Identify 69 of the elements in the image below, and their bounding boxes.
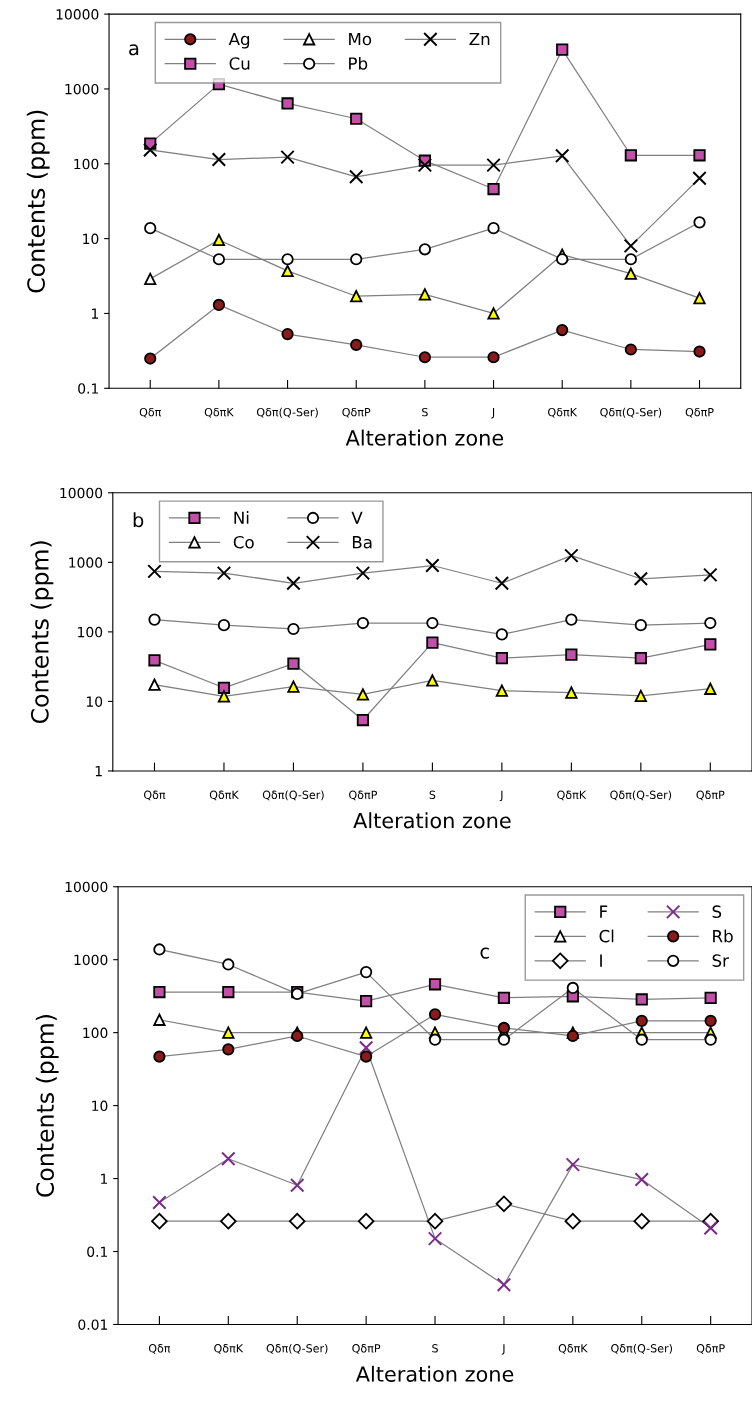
y-tick-label: 1000 <box>74 954 108 966</box>
y-tick-label: 0.1 <box>87 1246 108 1257</box>
y-tick-label: 0.01 <box>78 1319 108 1330</box>
y-axis-title: Contents (ppm) <box>30 541 54 724</box>
x-tick-label: QδπK <box>557 790 587 801</box>
x-tick-label: QδπP <box>349 790 378 801</box>
legend-label: Zn <box>469 32 490 46</box>
x-tick-label: QδπK <box>204 407 234 418</box>
x-tick-label: QδπK <box>209 790 239 801</box>
legend-label: Cu <box>229 57 250 70</box>
legend-label: Ni <box>234 511 249 524</box>
x-axis-title: Alteration zone <box>345 429 504 446</box>
y-tick-label: 1000 <box>65 83 99 95</box>
x-tick-label: QδπP <box>696 1344 725 1354</box>
y-tick-label: 10 <box>83 233 99 245</box>
y-tick-label: 100 <box>74 158 99 170</box>
y-tick-label: 10 <box>92 1100 108 1112</box>
legend-label: I <box>600 954 602 967</box>
legend-label: Cl <box>599 929 614 943</box>
y-tick-label: 10000 <box>56 9 99 20</box>
legend-label: F <box>600 905 608 918</box>
y-tick-label: 10000 <box>65 881 108 893</box>
legend-label: S <box>712 905 722 918</box>
x-tick-label: S <box>429 790 436 799</box>
y-axis-title: Contents (ppm) <box>26 110 50 293</box>
x-tick-label: Qδπ(Q-Ser) <box>262 790 324 801</box>
x-tick-label: Qδπ(Q-Ser) <box>256 407 318 418</box>
legend-label: V <box>351 511 363 524</box>
x-tick-label: QδπP <box>685 407 714 418</box>
legend-label: Pb <box>349 56 368 70</box>
x-axis-title: Alteration zone <box>353 812 511 829</box>
x-tick-label: QδπP <box>352 1344 381 1354</box>
x-tick-label: Qδπ(Q-Ser) <box>610 790 672 801</box>
x-tick-label: J <box>491 408 495 419</box>
x-tick-label: QδπP <box>696 790 725 801</box>
y-tick-label: 1 <box>92 308 99 319</box>
x-tick-label: Qδπ(Q-Ser) <box>611 1343 672 1354</box>
y-tick-label: 10000 <box>60 487 103 499</box>
legend-label: Rb <box>713 929 733 943</box>
x-tick-label: Qδπ(Q-Ser) <box>600 407 662 418</box>
y-tick-label: 1 <box>95 766 102 777</box>
annotation: c <box>480 947 489 959</box>
x-tick-label: S <box>432 1344 438 1353</box>
x-tick-label: Qδπ <box>143 790 166 801</box>
legend-label: Co <box>233 535 254 549</box>
legend-label: Ba <box>352 536 372 549</box>
y-tick-label: 100 <box>83 1027 108 1039</box>
legend-label: Ag <box>228 32 250 49</box>
x-tick-label: Qδπ(Q-Ser) <box>266 1343 328 1354</box>
legend-label: Mo <box>349 32 372 46</box>
y-tick-label: 1 <box>101 1173 108 1184</box>
x-tick-label: QδπK <box>558 1344 588 1354</box>
annotation: a <box>129 44 139 56</box>
x-tick-label: J <box>501 1344 505 1355</box>
legend-label: Sr <box>712 954 729 967</box>
x-tick-label: J <box>499 790 503 802</box>
y-tick-label: 100 <box>78 626 103 638</box>
y-tick-label: 10 <box>86 696 103 707</box>
x-tick-label: QδπK <box>548 407 578 418</box>
x-tick-label: QδπK <box>214 1344 244 1354</box>
x-axis-title: Alteration zone <box>355 1365 514 1382</box>
y-tick-label: 0.1 <box>78 383 99 394</box>
annotation: b <box>133 512 144 528</box>
x-tick-label: QδπP <box>342 407 371 418</box>
y-tick-label: 1000 <box>69 557 103 568</box>
y-axis-title: Contents (ppm) <box>35 1015 59 1197</box>
x-tick-label: Qδπ <box>139 407 162 418</box>
x-tick-label: Qδπ <box>148 1344 171 1354</box>
x-tick-label: S <box>422 407 428 417</box>
